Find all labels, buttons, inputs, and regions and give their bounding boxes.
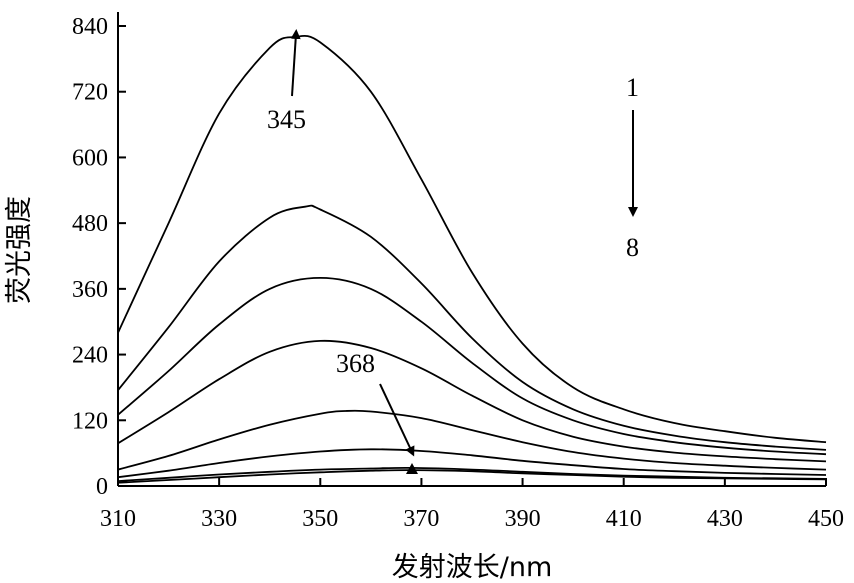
x-tick-label: 350: [302, 506, 338, 532]
x-tick-label: 430: [707, 506, 743, 532]
triangle-marker-icon: [406, 463, 418, 474]
series-line-6: [117, 448, 827, 479]
y-tick-label: 240: [72, 343, 108, 369]
y-ticks: 0 120 240 360 480 600 720 840: [72, 14, 126, 500]
y-tick-label: 600: [72, 145, 108, 171]
series-line-5: [117, 409, 827, 471]
x-tick-label: 370: [403, 506, 439, 532]
series-line-4: [117, 339, 827, 463]
y-axis-title: 荧光强度: [4, 196, 35, 304]
annotation-345: 345: [267, 105, 306, 134]
peak-345-arrow: [290, 29, 301, 97]
annotation-group: [290, 29, 638, 474]
y-tick-label: 360: [72, 277, 108, 303]
series-line-1: [117, 34, 827, 444]
y-tick-label: 480: [72, 211, 108, 237]
x-tick-label: 450: [808, 506, 844, 532]
series-line-3: [117, 276, 827, 456]
series-line-2: [117, 204, 827, 451]
x-axis-title: 发射波长/nm: [392, 552, 553, 583]
x-tick-label: 410: [606, 506, 642, 532]
annotation-368: 368: [336, 349, 375, 378]
annotation-series-1: 1: [626, 73, 639, 102]
y-tick-label: 720: [72, 80, 108, 106]
x-ticks: 310 330 350 370 390 410 430 450: [100, 478, 844, 532]
plot-area: 310 330 350 370 390 410 430 450 0 120 240 360 480 60…: [4, 12, 844, 583]
y-tick-label: 840: [72, 14, 108, 40]
peak-368-arrow: [379, 383, 415, 457]
x-tick-label: 330: [201, 506, 237, 532]
x-tick-label: 390: [505, 506, 541, 532]
x-tick-label: 310: [100, 506, 136, 532]
y-tick-label: 0: [96, 474, 108, 500]
series-group: [117, 34, 827, 484]
y-tick-label: 120: [72, 408, 108, 434]
series-line-8: [117, 469, 827, 484]
annotation-series-8: 8: [626, 233, 639, 262]
